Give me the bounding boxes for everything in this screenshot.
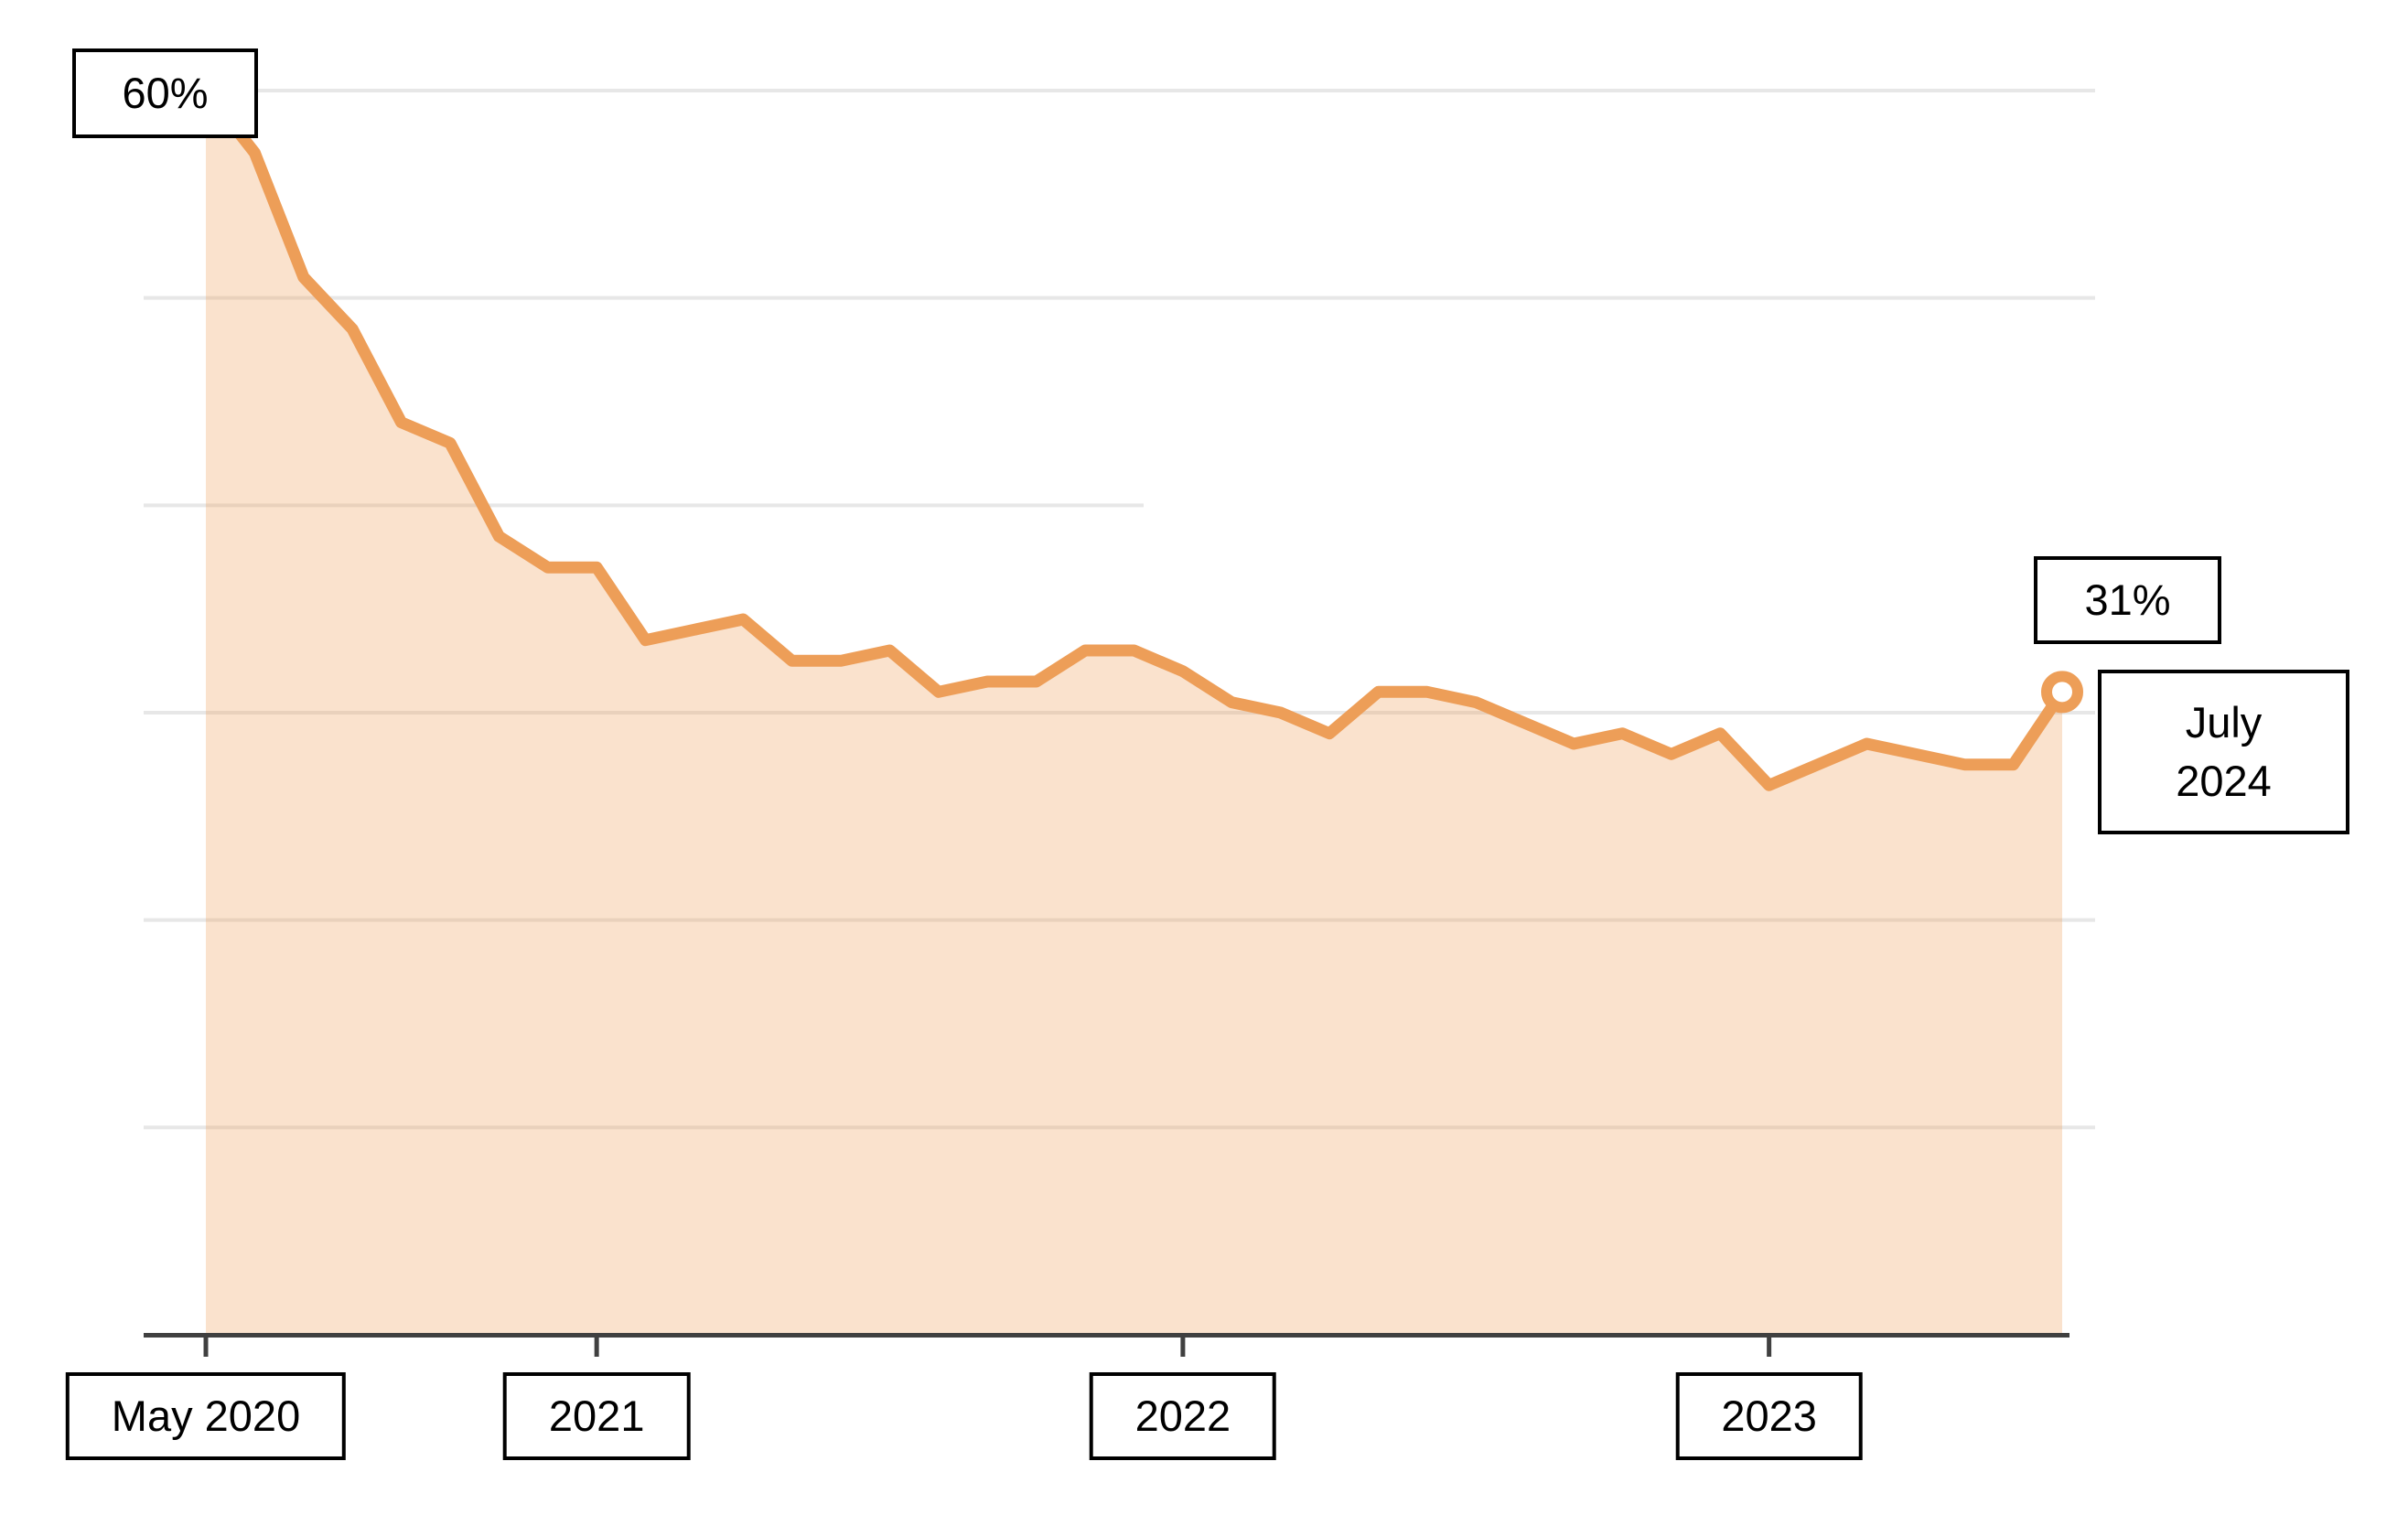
x-tick-label: 2023 — [1675, 1372, 1863, 1460]
x-tick-label: 2021 — [502, 1372, 691, 1460]
x-tick-label: May 2020 — [65, 1372, 347, 1460]
trend-line — [199, 84, 2069, 791]
end-date-callout: July 2024 — [2098, 670, 2349, 834]
x-tick-label: 2022 — [1089, 1372, 1277, 1460]
area-fill — [206, 91, 2062, 1335]
end-point-marker — [2041, 671, 2083, 714]
end-value-callout: 31% — [2034, 556, 2221, 644]
start-value-callout: 60% — [72, 48, 258, 138]
